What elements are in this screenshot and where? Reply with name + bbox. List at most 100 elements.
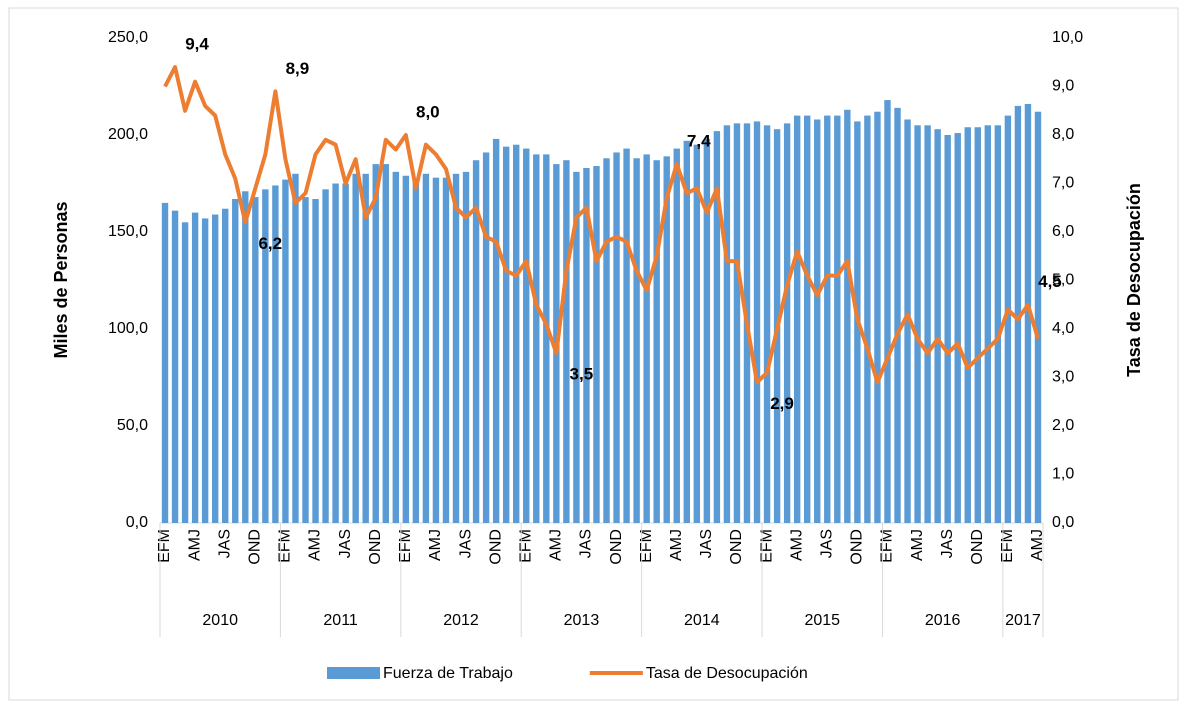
bar [753, 121, 761, 524]
data-label: 4,5 [1038, 272, 1062, 291]
bar [964, 127, 971, 524]
x-tick-label: JAS [939, 529, 956, 558]
bar [422, 173, 430, 524]
x-tick-label: JAS [578, 529, 595, 558]
y2-axis-title: Tasa de Desocupación [1124, 183, 1144, 377]
x-tick-label: OND [608, 529, 625, 565]
bar [763, 125, 771, 524]
bar [643, 154, 650, 523]
x-tick-label: AMJ [307, 529, 324, 561]
y2-tick-label: 10,0 [1052, 29, 1083, 46]
x-tick-label: AMJ [788, 529, 805, 561]
year-label: 2015 [804, 612, 840, 629]
bar [201, 218, 209, 524]
y2-tick-label: 3,0 [1052, 369, 1074, 386]
bar [272, 185, 279, 523]
y2-tick-label: 0,0 [1052, 514, 1074, 531]
year-label: 2017 [1005, 612, 1041, 629]
bar [342, 183, 349, 523]
data-label: 7,4 [687, 132, 711, 151]
bar [322, 189, 329, 523]
y-tick-label: 150,0 [108, 223, 148, 240]
bar [191, 212, 199, 523]
y2-tick-label: 9,0 [1052, 78, 1074, 95]
bar [803, 115, 811, 523]
bar [482, 152, 490, 523]
x-tick-label: OND [487, 529, 504, 565]
bar [573, 171, 580, 524]
bar [683, 140, 690, 523]
y-tick-label: 250,0 [108, 29, 148, 46]
x-tick-label: OND [849, 529, 866, 565]
bar [904, 119, 911, 523]
x-tick-label: EFM [156, 529, 173, 563]
bar [563, 160, 570, 523]
bar [1014, 105, 1022, 524]
bar [874, 111, 881, 523]
legend-label: Tasa de Desocupación [646, 665, 808, 682]
x-tick-label: EFM [397, 529, 414, 563]
x-tick-label: AMJ [909, 529, 926, 561]
line [163, 65, 1040, 385]
year-label: 2011 [323, 612, 358, 629]
y-axis-title: Miles de Personas [51, 201, 71, 358]
bar [984, 125, 992, 524]
x-tick-label: JAS [337, 529, 354, 558]
year-label: 2014 [684, 612, 720, 629]
bar [693, 144, 701, 523]
bar [462, 171, 470, 524]
x-tick-label: OND [728, 529, 745, 565]
x-tick-label: EFM [758, 529, 775, 563]
x-tick-label: JAS [698, 529, 715, 558]
bar [412, 179, 420, 523]
bar [814, 119, 821, 523]
bar [793, 115, 801, 523]
bar [302, 197, 309, 523]
bar [633, 158, 640, 523]
bar [884, 100, 891, 523]
bar [252, 197, 259, 523]
x-tick-label: OND [247, 529, 264, 565]
bar [392, 171, 400, 524]
y2-tick-label: 2,0 [1052, 417, 1074, 434]
bar [844, 109, 851, 523]
x-tick-label: OND [969, 529, 986, 565]
bar [211, 214, 219, 524]
x-tick-label: AMJ [668, 529, 685, 561]
data-label: 2,9 [770, 394, 794, 413]
bar [824, 115, 831, 523]
bar [262, 189, 269, 523]
data-label: 8,9 [286, 59, 310, 78]
bar [653, 160, 660, 523]
bar [181, 222, 189, 524]
x-tick-label: JAS [457, 529, 474, 558]
x-tick-label: EFM [999, 529, 1016, 563]
bar [432, 177, 440, 523]
bar [523, 148, 530, 523]
bar [352, 173, 359, 524]
bar [713, 131, 721, 523]
y2-tick-label: 4,0 [1052, 320, 1074, 337]
x-tick-label: JAS [818, 529, 835, 558]
data-label: 8,0 [416, 102, 440, 121]
legend-swatch [327, 667, 380, 679]
x-tick-label: EFM [638, 529, 655, 563]
y-tick-label: 0,0 [126, 514, 148, 531]
bar [292, 173, 299, 524]
bar [332, 183, 339, 523]
bar [1004, 115, 1012, 523]
year-label: 2013 [564, 612, 600, 629]
bar [543, 154, 550, 523]
bar [402, 175, 410, 524]
bar [533, 154, 540, 523]
bar [914, 125, 921, 524]
bar [613, 152, 620, 523]
bar [442, 177, 450, 523]
y2-tick-label: 1,0 [1052, 466, 1074, 483]
x-tick-label: AMJ [1029, 529, 1046, 561]
year-label: 2016 [925, 612, 961, 629]
x-tick-label: EFM [277, 529, 294, 563]
x-tick-label: AMJ [548, 529, 565, 561]
bar [924, 125, 931, 524]
